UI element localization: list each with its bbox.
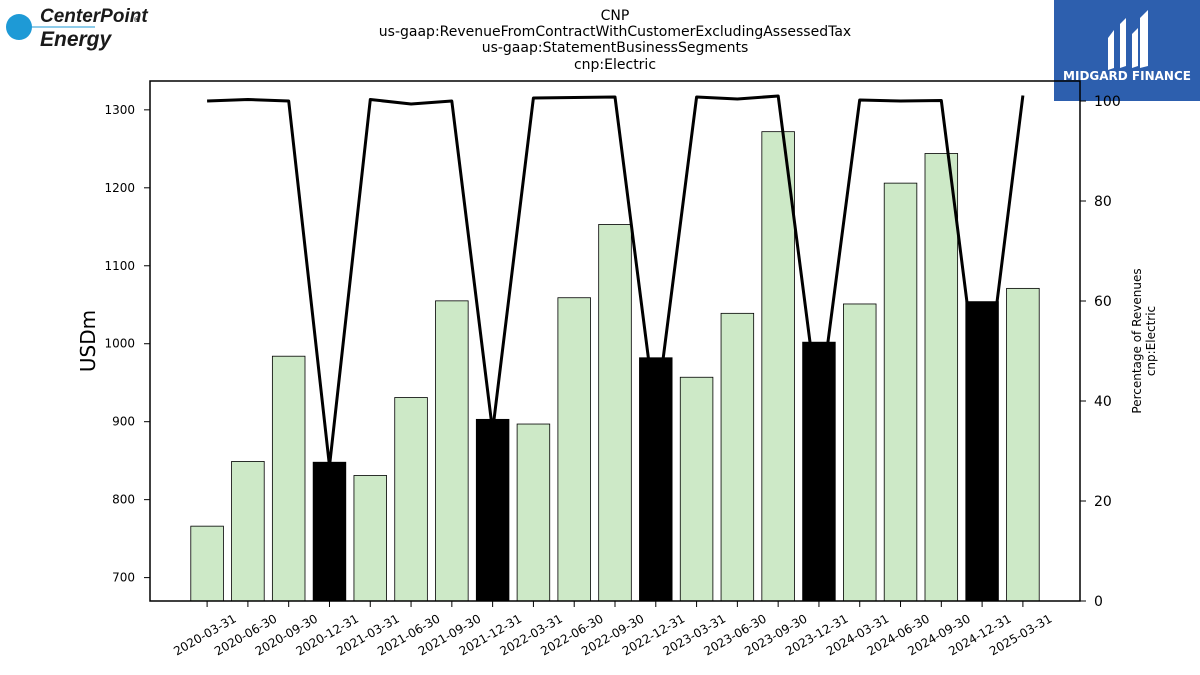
bar-2023-09-30 bbox=[761, 131, 795, 602]
bar-2024-12-31 bbox=[965, 301, 999, 602]
y-tick-label: 900 bbox=[112, 415, 135, 429]
bar-2020-09-30 bbox=[271, 355, 306, 602]
centerpoint-logo: CenterPoint ® Energy bbox=[6, 6, 148, 51]
brand-background bbox=[1054, 0, 1200, 101]
y2-tick-label: 60 bbox=[1094, 294, 1112, 310]
bar-2022-03-31 bbox=[516, 423, 551, 602]
bar-2022-06-30 bbox=[557, 297, 591, 602]
title-line-3: us-gaap:StatementBusinessSegments bbox=[482, 40, 749, 56]
bar-2021-09-30 bbox=[435, 300, 469, 602]
y2-tick-label: 0 bbox=[1094, 594, 1103, 610]
bar-2023-12-31 bbox=[802, 341, 836, 602]
bar-2022-09-30 bbox=[598, 224, 632, 602]
y-tick-label: 1100 bbox=[104, 259, 135, 273]
title-line-4: cnp:Electric bbox=[574, 57, 656, 73]
y2-tick-label: 20 bbox=[1094, 494, 1112, 510]
y2-axis-title: Percentage of Revenues cnp:Electric bbox=[1130, 268, 1158, 413]
y2-tick-label: 80 bbox=[1094, 194, 1112, 210]
bar-2023-06-30 bbox=[720, 312, 755, 602]
midgard-emblem-icon bbox=[1108, 10, 1148, 70]
percentage-line-series bbox=[207, 94, 1025, 468]
bar-2025-03-31 bbox=[1006, 287, 1040, 602]
bar-2024-03-31 bbox=[843, 303, 877, 602]
bar-2022-12-31 bbox=[639, 357, 673, 602]
chart-title: CNP us-gaap:RevenueFromContractWithCusto… bbox=[379, 8, 851, 73]
bar-2021-03-31 bbox=[353, 475, 387, 602]
y-tick-label: 800 bbox=[112, 493, 135, 507]
bar-2021-12-31 bbox=[475, 418, 510, 602]
y-axis-title: USDm bbox=[76, 310, 100, 372]
y-tick-label: 1000 bbox=[104, 337, 135, 351]
y2-tick-label: 40 bbox=[1094, 394, 1112, 410]
x-axis-ticks: 2020-03-312020-06-302020-09-302020-12-31… bbox=[171, 601, 1054, 658]
y-tick-label: 1300 bbox=[104, 103, 135, 117]
title-line-1: CNP bbox=[601, 8, 630, 24]
y2-axis-title-line1: Percentage of Revenues bbox=[1130, 268, 1144, 413]
logo-text-line1: CenterPoint bbox=[40, 6, 148, 27]
logo-trademark: ® bbox=[134, 16, 140, 24]
y-tick-label: 700 bbox=[112, 571, 135, 585]
bar-2020-12-31 bbox=[312, 461, 347, 602]
bar-2024-06-30 bbox=[883, 182, 918, 602]
bar-2023-03-31 bbox=[679, 376, 714, 602]
logo-text-line2: Energy bbox=[40, 28, 113, 51]
y2-tick-label: 100 bbox=[1094, 94, 1121, 110]
bar-2020-03-31 bbox=[190, 525, 224, 602]
brand-name: MIDGARD FINANCE bbox=[1063, 69, 1191, 83]
plot-frame bbox=[149, 80, 1081, 602]
y-tick-label: 1200 bbox=[104, 181, 135, 195]
bar-2020-06-30 bbox=[231, 461, 265, 602]
bar-2024-09-30 bbox=[924, 153, 959, 602]
title-line-2: us-gaap:RevenueFromContractWithCustomerE… bbox=[379, 24, 851, 40]
bar-series bbox=[190, 131, 1040, 602]
midgard-finance-logo: MIDGARD FINANCE bbox=[1054, 0, 1200, 101]
bar-2021-06-30 bbox=[394, 397, 428, 602]
y2-axis-ticks: 0 20 40 60 80 100 bbox=[1080, 94, 1121, 610]
y2-axis-title-line2: cnp:Electric bbox=[1144, 306, 1158, 376]
y-axis-ticks: 700 800 900 1000 1100 1200 1300 bbox=[104, 103, 150, 585]
